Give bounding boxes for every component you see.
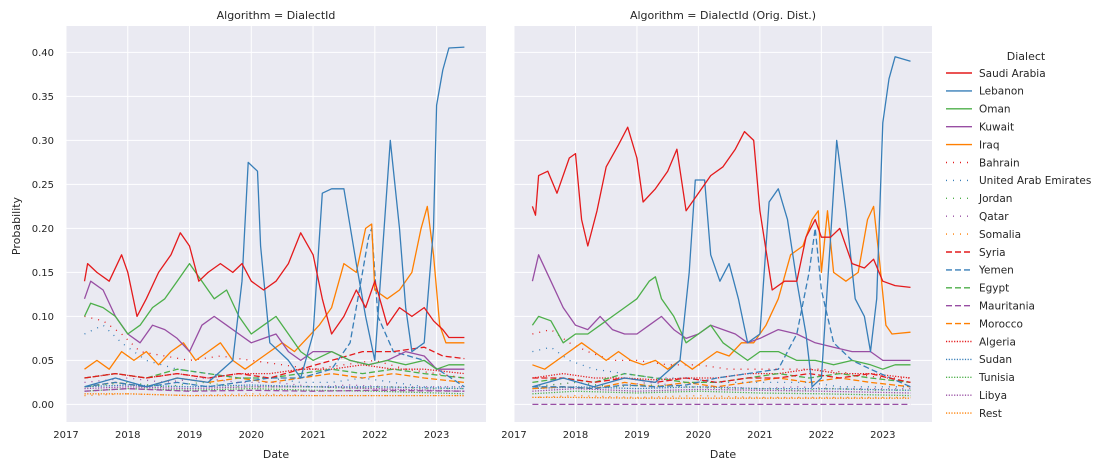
legend-item: Yemen [946, 265, 1014, 277]
legend-item: Qatar [946, 211, 1009, 223]
series-line-syria [532, 372, 911, 384]
legend-label: Saudi Arabia [979, 68, 1046, 80]
series-line-algeria [532, 368, 911, 381]
legend-label: Iraq [979, 139, 1000, 151]
legend-item: Saudi Arabia [946, 68, 1046, 80]
legend-item: Libya [946, 390, 1007, 402]
legend-item: Morocco [946, 318, 1023, 330]
legend-item: Kuwait [946, 122, 1014, 134]
legend-label: Rest [979, 408, 1002, 420]
legend-item: Sudan [946, 354, 1012, 366]
series-line-iraq [84, 205, 465, 370]
x-tick-label: 2018 [115, 430, 140, 441]
x-tick-label: 2017 [53, 430, 78, 441]
series-line-tunisia [84, 387, 465, 395]
legend-label: Jordan [978, 193, 1012, 205]
legend-label: Mauritania [979, 301, 1035, 313]
legend-item: Jordan [946, 193, 1012, 205]
x-axis-label: Date [263, 448, 290, 461]
x-tick-label: 2020 [686, 430, 711, 441]
legend-label: Bahrain [979, 157, 1020, 169]
legend-label: Lebanon [979, 86, 1024, 98]
legend-item: Algeria [946, 336, 1016, 348]
legend-item: Mauritania [946, 301, 1035, 313]
series-line-kuwait [83, 280, 465, 370]
series-line-syria [84, 346, 465, 379]
series-line-lebanon [84, 46, 465, 388]
x-tick-label: 2022 [809, 430, 834, 441]
panel-title: Algorithm = DialectId [217, 9, 336, 22]
legend: Dialect Saudi Arabia Lebanon Oman Kuwait Ira… [946, 50, 1091, 420]
series-line-egypt [532, 372, 911, 384]
panel-title: Algorithm = DialectId (Orig. Dist.) [630, 9, 816, 22]
legend-item: Syria [946, 247, 1006, 259]
legend-item: Egypt [946, 283, 1009, 295]
legend-label: Morocco [979, 318, 1023, 330]
series-line-saudi-arabia [83, 232, 465, 339]
x-tick-label: 2019 [177, 430, 202, 441]
series-line-yemen [84, 227, 465, 388]
legend-label: Algeria [979, 336, 1016, 348]
legend-label: United Arab Emirates [979, 175, 1091, 187]
series-line-rest [532, 396, 911, 399]
plot-area [66, 26, 486, 422]
x-tick-label: 2021 [747, 430, 772, 441]
legend-item: United Arab Emirates [946, 175, 1091, 187]
x-tick-label: 2018 [563, 430, 588, 441]
y-tick-label: 0.20 [32, 224, 54, 235]
legend-label: Somalia [979, 229, 1021, 241]
legend-item: Lebanon [946, 86, 1024, 98]
legend-item: Oman [946, 104, 1011, 116]
y-tick-label: 0.35 [32, 92, 54, 103]
x-axis-label: Date [710, 448, 737, 461]
legend-item: Somalia [946, 229, 1021, 241]
series-line-algeria [84, 364, 465, 379]
legend-label: Syria [979, 247, 1006, 259]
legend-item: Iraq [946, 139, 1000, 151]
y-axis-label: Probability [10, 196, 23, 255]
series-line-sudan [532, 386, 911, 391]
series-line-tunisia [532, 390, 911, 397]
plot-area [514, 26, 932, 422]
series-line-oman [83, 262, 465, 370]
series-line-saudi-arabia [531, 126, 911, 291]
series-line-lebanon [532, 56, 911, 388]
legend-item: Tunisia [946, 372, 1015, 384]
series-line-sudan [84, 384, 465, 390]
x-tick-label: 2023 [424, 430, 449, 441]
y-tick-label: 0.00 [32, 400, 54, 411]
legend-item: Bahrain [946, 157, 1020, 169]
y-tick-label: 0.05 [32, 356, 54, 367]
series-line-libya [84, 386, 465, 392]
x-tick-label: 2022 [362, 430, 387, 441]
legend-label: Kuwait [979, 122, 1014, 134]
legend-label: Egypt [979, 283, 1009, 295]
x-tick-label: 2021 [300, 430, 325, 441]
y-tick-label: 0.10 [32, 312, 54, 323]
series-line-libya [532, 387, 911, 394]
legend-label: Libya [979, 390, 1007, 402]
y-tick-label: 0.25 [32, 180, 54, 191]
legend-label: Sudan [979, 354, 1012, 366]
legend-label: Oman [979, 104, 1011, 116]
series-line-mauritania [84, 387, 465, 392]
x-tick-label: 2019 [624, 430, 649, 441]
series-line-oman [531, 276, 911, 370]
legend-label: Yemen [978, 265, 1014, 277]
x-tick-label: 2020 [239, 430, 264, 441]
legend-title: Dialect [1007, 50, 1046, 63]
y-tick-label: 0.15 [32, 268, 54, 279]
legend-label: Qatar [979, 211, 1009, 223]
legend-label: Tunisia [978, 372, 1015, 384]
series-line-yemen [532, 227, 911, 390]
y-tick-label: 0.40 [32, 48, 54, 59]
panel-1: Algorithm = DialectId 2017 2018 2019 2020 202… [32, 9, 486, 461]
series-line-rest [84, 393, 465, 397]
y-tick-label: 0.30 [32, 136, 54, 147]
legend-item: Rest [946, 408, 1002, 420]
panel-2: Algorithm = DialectId (Orig. Dist.) 2017 2… [501, 9, 932, 461]
x-tick-label: 2023 [870, 430, 895, 441]
x-tick-label: 2017 [501, 430, 526, 441]
